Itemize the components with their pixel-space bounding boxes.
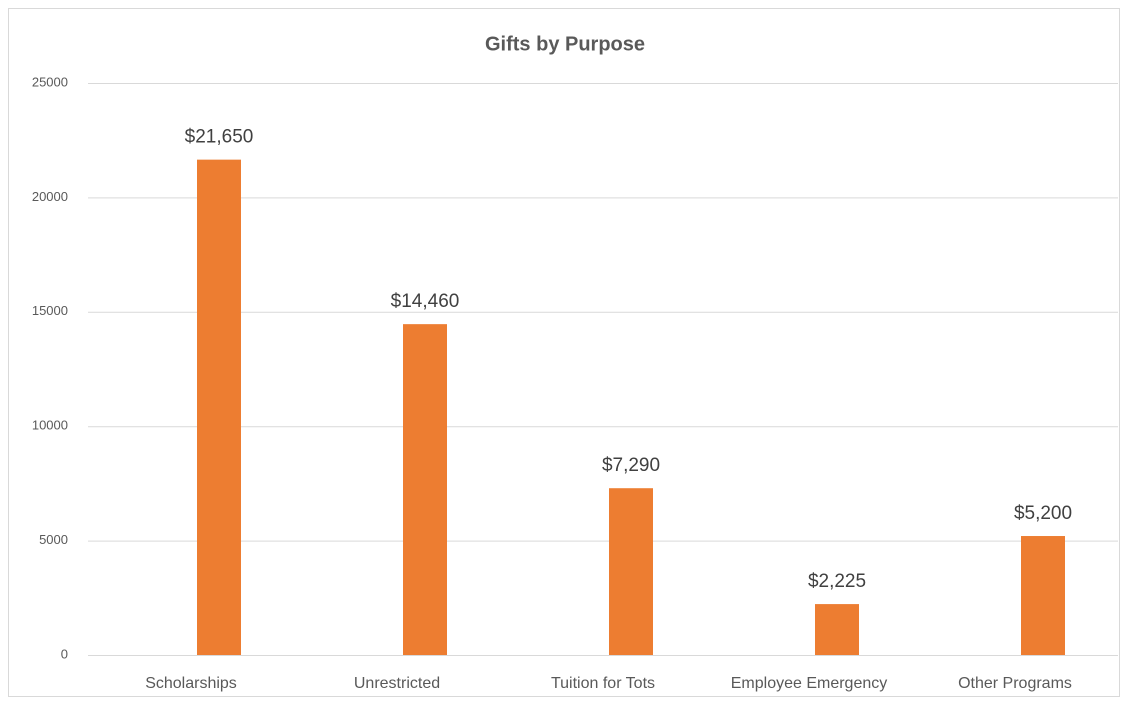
x-tick-label: Scholarships	[145, 675, 237, 692]
x-tick-label: Other Programs	[958, 675, 1072, 692]
value-label: $14,460	[391, 291, 460, 312]
value-label: $5,200	[1014, 503, 1072, 524]
y-tick-label: 20000	[32, 189, 68, 204]
y-tick-label: 5000	[39, 532, 68, 547]
bar	[403, 324, 447, 655]
bar	[1021, 536, 1065, 655]
value-label: $21,650	[185, 127, 254, 148]
x-tick-label: Tuition for Tots	[551, 675, 655, 692]
bar	[609, 488, 653, 655]
y-tick-label: 10000	[32, 418, 68, 433]
value-label: $7,290	[602, 455, 660, 476]
y-tick-label: 15000	[32, 303, 68, 318]
x-tick-label: Unrestricted	[354, 675, 440, 692]
chart-border	[8, 8, 1120, 697]
y-tick-label: 0	[61, 646, 68, 661]
y-tick-label: 25000	[32, 74, 68, 89]
bar	[815, 604, 859, 655]
bar	[197, 159, 241, 655]
x-tick-label: Employee Emergency	[731, 675, 888, 692]
chart-title: Gifts by Purpose	[485, 33, 645, 55]
value-label: $2,225	[808, 571, 866, 592]
